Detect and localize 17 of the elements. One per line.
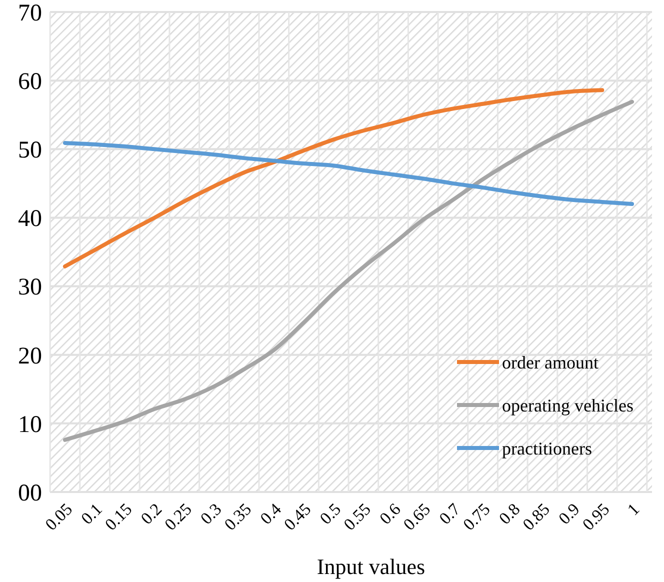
line-series xyxy=(63,140,634,206)
y-tick-label: 30 xyxy=(18,274,42,301)
y-tick-label: 10 xyxy=(18,412,42,438)
legend-label: operating vehicles xyxy=(502,395,634,416)
y-tick-label: 50 xyxy=(18,138,42,164)
y-tick-label: 70 xyxy=(18,0,42,26)
y-tick-label: 00 xyxy=(18,480,42,506)
x-tick-label: 0.05 xyxy=(42,500,76,534)
line-series xyxy=(63,88,604,268)
x-tick-label: 1 xyxy=(624,500,644,520)
x-axis-title: Input values xyxy=(316,554,426,579)
y-tick-label: 20 xyxy=(18,343,42,370)
legend-label: practitioners xyxy=(502,438,592,458)
y-tick-label: 40 xyxy=(18,206,42,232)
legend-label: order amount xyxy=(502,352,598,372)
y-tick-label: 60 xyxy=(18,68,42,95)
line-series xyxy=(63,100,634,442)
